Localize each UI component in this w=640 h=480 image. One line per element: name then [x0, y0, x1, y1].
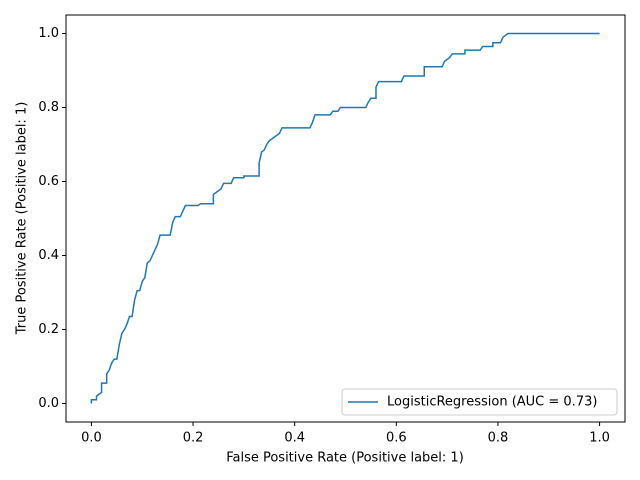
x-tick-label: 0.2	[183, 431, 204, 446]
legend-box	[341, 388, 618, 416]
y-tick-label: 0.6	[38, 174, 59, 189]
legend-label: LogisticRegression (AUC = 0.73)	[387, 395, 597, 410]
y-tick-label: 0.4	[38, 248, 59, 263]
x-tick-label: 1.0	[589, 431, 610, 446]
x-tick-label: 0.8	[488, 431, 509, 446]
y-tick-label: 0.2	[38, 322, 59, 337]
y-tick-label: 0.8	[38, 100, 59, 115]
y-axis-label: True Positive Rate (Positive label: 1)	[15, 102, 30, 336]
axes-frame	[65, 14, 626, 423]
x-tick-label: 0.0	[81, 431, 102, 446]
y-tick-label: 1.0	[38, 26, 59, 41]
roc-curve	[90, 32, 600, 404]
x-axis-label: False Positive Rate (Positive label: 1)	[226, 451, 464, 466]
y-tick-label: 0.0	[38, 396, 59, 411]
x-tick-label: 0.4	[284, 431, 305, 446]
x-tick-label: 0.6	[386, 431, 407, 446]
